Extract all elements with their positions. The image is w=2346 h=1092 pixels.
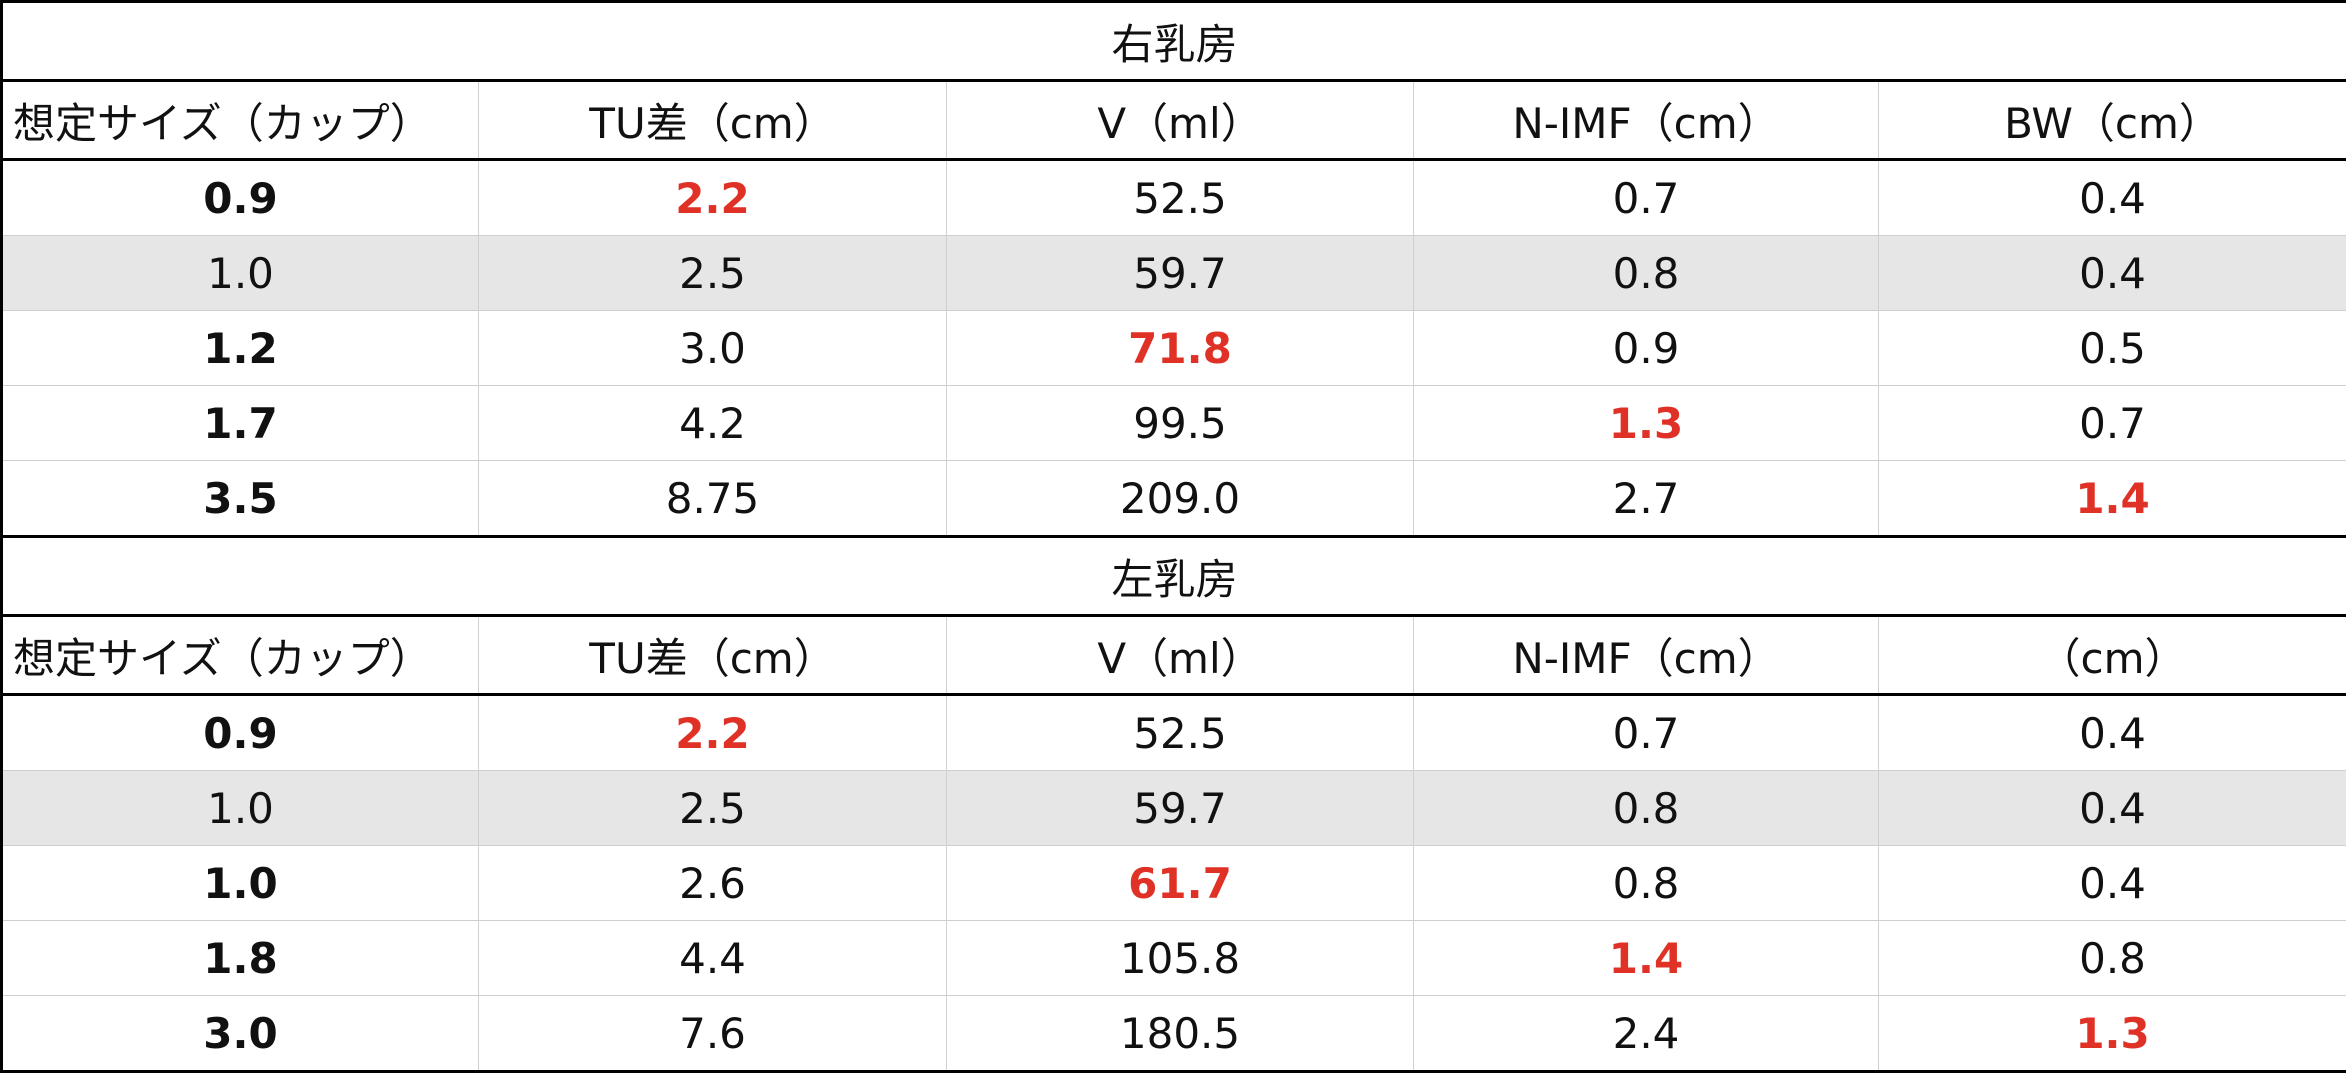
cell-n-imf: 1.3 bbox=[1413, 385, 1879, 461]
cell-cup-size: 0.9 bbox=[0, 694, 479, 771]
cell-n-imf: 0.8 bbox=[1413, 235, 1879, 311]
cell-cup-size: 3.0 bbox=[0, 995, 479, 1073]
cell-bw: 1.3 bbox=[1877, 995, 2346, 1073]
cell-tu-diff: 7.6 bbox=[478, 995, 947, 1073]
right-header-row: 想定サイズ（カップ） TU差（cm） V（ml） N-IMF（cm） BW（cm… bbox=[0, 80, 2346, 161]
cell-volume: 180.5 bbox=[946, 995, 1414, 1073]
left-header-row: 想定サイズ（カップ） TU差（cm） V（ml） N-IMF（cm） （cm） bbox=[0, 615, 2346, 696]
cell-cup-size: 1.7 bbox=[0, 385, 479, 461]
table-row: 1.0 2.5 59.7 0.8 0.4 bbox=[0, 770, 2346, 846]
cell-cup-size: 1.8 bbox=[0, 920, 479, 996]
header-tu-diff: TU差（cm） bbox=[478, 615, 947, 696]
table-row: 3.5 8.75 209.0 2.7 1.4 bbox=[0, 460, 2346, 538]
cell-n-imf: 0.8 bbox=[1413, 845, 1879, 921]
cell-n-imf: 0.8 bbox=[1413, 770, 1879, 846]
cell-tu-diff: 2.2 bbox=[478, 159, 947, 236]
header-cup-size: 想定サイズ（カップ） bbox=[0, 80, 479, 161]
cell-n-imf: 0.7 bbox=[1413, 159, 1879, 236]
cell-bw: 0.4 bbox=[1877, 235, 2346, 311]
header-n-imf: N-IMF（cm） bbox=[1413, 615, 1879, 696]
cell-bw: 0.4 bbox=[1877, 694, 2346, 771]
cell-volume: 209.0 bbox=[946, 460, 1414, 538]
left-section-title: 左乳房 bbox=[0, 536, 2346, 617]
table-row: 1.0 2.5 59.7 0.8 0.4 bbox=[0, 235, 2346, 311]
cell-cup-size: 0.9 bbox=[0, 159, 479, 236]
cell-tu-diff: 3.0 bbox=[478, 310, 947, 386]
cell-tu-diff: 2.5 bbox=[478, 235, 947, 311]
cell-tu-diff: 4.4 bbox=[478, 920, 947, 996]
cell-bw: 0.4 bbox=[1877, 845, 2346, 921]
cell-cup-size: 3.5 bbox=[0, 460, 479, 538]
table-row: 1.7 4.2 99.5 1.3 0.7 bbox=[0, 385, 2346, 461]
cell-n-imf: 0.7 bbox=[1413, 694, 1879, 771]
left-section-title-row: 左乳房 bbox=[0, 536, 2346, 617]
table-row: 1.8 4.4 105.8 1.4 0.8 bbox=[0, 920, 2346, 996]
cell-n-imf: 2.4 bbox=[1413, 995, 1879, 1073]
right-section-title-row: 右乳房 bbox=[0, 0, 2346, 82]
cell-tu-diff: 2.2 bbox=[478, 694, 947, 771]
cell-volume: 59.7 bbox=[946, 770, 1414, 846]
table-row: 0.9 2.2 52.5 0.7 0.4 bbox=[0, 159, 2346, 236]
cell-volume: 61.7 bbox=[946, 845, 1414, 921]
cell-volume: 52.5 bbox=[946, 694, 1414, 771]
header-n-imf: N-IMF（cm） bbox=[1413, 80, 1879, 161]
cell-bw: 1.4 bbox=[1877, 460, 2346, 538]
table-row: 3.0 7.6 180.5 2.4 1.3 bbox=[0, 995, 2346, 1073]
header-tu-diff: TU差（cm） bbox=[478, 80, 947, 161]
cell-cup-size: 1.0 bbox=[0, 770, 479, 846]
table-row: 1.0 2.6 61.7 0.8 0.4 bbox=[0, 845, 2346, 921]
cell-volume: 71.8 bbox=[946, 310, 1414, 386]
header-cup-size: 想定サイズ（カップ） bbox=[0, 615, 479, 696]
table-row: 1.2 3.0 71.8 0.9 0.5 bbox=[0, 310, 2346, 386]
cell-cup-size: 1.0 bbox=[0, 235, 479, 311]
cell-n-imf: 0.9 bbox=[1413, 310, 1879, 386]
cell-volume: 52.5 bbox=[946, 159, 1414, 236]
cell-tu-diff: 2.5 bbox=[478, 770, 947, 846]
cell-volume: 59.7 bbox=[946, 235, 1414, 311]
cell-bw: 0.7 bbox=[1877, 385, 2346, 461]
header-unit-cm: （cm） bbox=[1877, 615, 2346, 696]
cell-volume: 99.5 bbox=[946, 385, 1414, 461]
cell-tu-diff: 4.2 bbox=[478, 385, 947, 461]
cell-bw: 0.8 bbox=[1877, 920, 2346, 996]
cell-cup-size: 1.2 bbox=[0, 310, 479, 386]
right-section-title: 右乳房 bbox=[0, 0, 2346, 82]
cell-bw: 0.4 bbox=[1877, 770, 2346, 846]
cell-n-imf: 1.4 bbox=[1413, 920, 1879, 996]
cell-volume: 105.8 bbox=[946, 920, 1414, 996]
cell-cup-size: 1.0 bbox=[0, 845, 479, 921]
header-volume: V（ml） bbox=[946, 615, 1414, 696]
cell-bw: 0.4 bbox=[1877, 159, 2346, 236]
cell-bw: 0.5 bbox=[1877, 310, 2346, 386]
table-row: 0.9 2.2 52.5 0.7 0.4 bbox=[0, 694, 2346, 771]
cell-tu-diff: 2.6 bbox=[478, 845, 947, 921]
cell-n-imf: 2.7 bbox=[1413, 460, 1879, 538]
cell-tu-diff: 8.75 bbox=[478, 460, 947, 538]
header-bw: BW（cm） bbox=[1877, 80, 2346, 161]
header-volume: V（ml） bbox=[946, 80, 1414, 161]
